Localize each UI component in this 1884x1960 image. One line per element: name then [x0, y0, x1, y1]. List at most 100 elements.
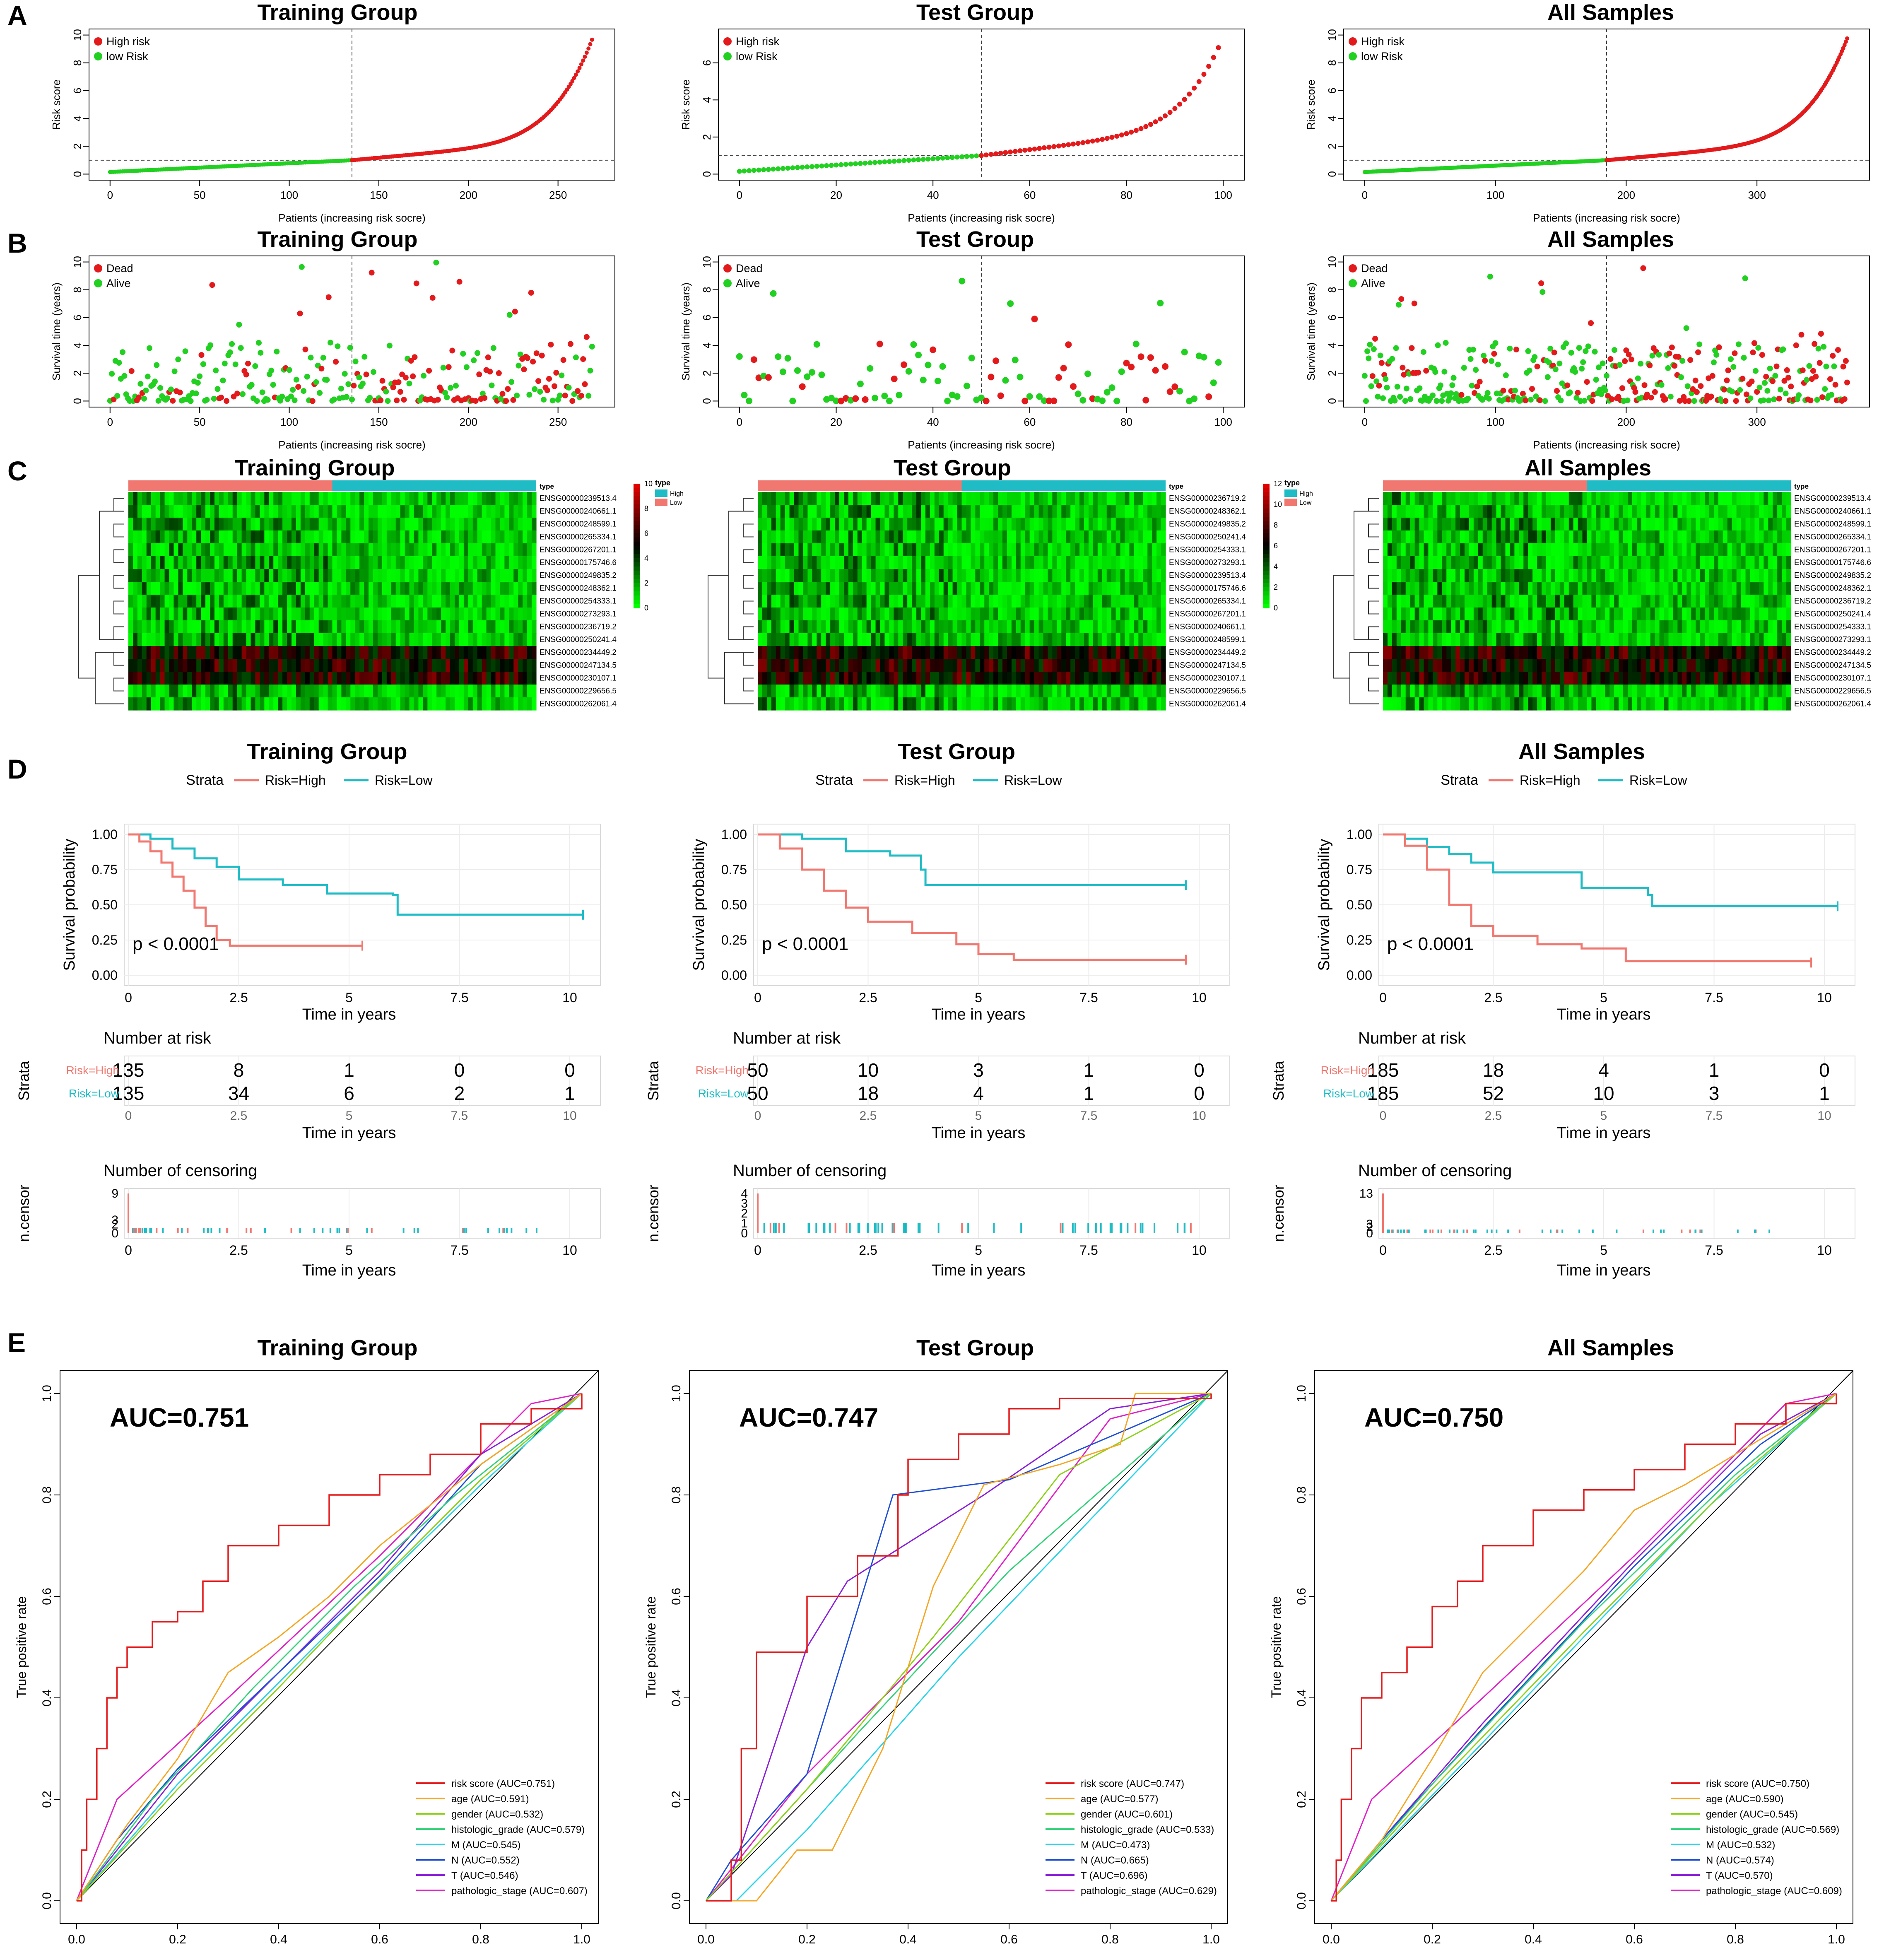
heatmap-cell	[1097, 608, 1103, 621]
heatmap-cell	[1011, 582, 1017, 595]
heatmap-cell	[427, 582, 432, 595]
heatmap-cell	[518, 608, 523, 621]
heatmap-cell	[210, 582, 215, 595]
survival-point	[1829, 392, 1835, 398]
heatmap-cell	[1505, 492, 1511, 505]
risk-score-point	[834, 162, 839, 168]
survival-point	[1841, 396, 1848, 402]
survival-point	[1743, 391, 1749, 398]
heatmap-cell	[961, 530, 967, 544]
heatmap-cell	[282, 505, 287, 518]
heatmap-cell	[128, 685, 133, 698]
heatmap-cell	[169, 608, 174, 621]
survival-point	[1628, 357, 1634, 363]
heatmap-cell	[1129, 556, 1134, 569]
heatmap-cell	[957, 633, 962, 646]
heatmap-cell	[405, 556, 410, 569]
heatmap-cell	[1437, 492, 1442, 505]
heatmap-cell	[459, 518, 464, 531]
heatmap-cell	[1052, 595, 1057, 608]
heatmap-cell	[821, 569, 826, 582]
survival-point	[1099, 397, 1106, 404]
heatmap-cell	[948, 530, 953, 544]
gene-label: ENSG00000230107.1	[1169, 674, 1246, 683]
survival-point	[1474, 383, 1480, 390]
heatmap-cell	[1609, 492, 1614, 505]
heatmap-cell	[817, 659, 822, 672]
heatmap-cell	[386, 505, 392, 518]
heatmap-cell	[128, 633, 133, 646]
heatmap-cell	[925, 608, 930, 621]
heatmap-cell	[1079, 492, 1084, 505]
survival-point	[741, 392, 748, 399]
survival-point	[1407, 396, 1414, 402]
heatmap-cell	[916, 530, 921, 544]
survival-point	[1607, 356, 1614, 362]
survival-point	[1592, 349, 1598, 355]
type-bar-high	[1383, 480, 1587, 491]
survival-point	[1698, 383, 1704, 389]
legend-type-low	[1284, 499, 1297, 506]
risk-score-point	[1845, 36, 1850, 41]
heatmap-cell	[835, 518, 840, 531]
heatmap-cell	[201, 543, 206, 557]
heatmap-cell	[400, 543, 405, 557]
survival-point	[1551, 350, 1557, 356]
heatmap-cell	[246, 582, 251, 595]
heatmap-cell	[1034, 505, 1039, 518]
gene-label: ENSG00000265334.1	[1169, 597, 1246, 606]
heatmap-cell	[807, 659, 812, 672]
heatmap-cell	[993, 530, 998, 544]
heatmap-cell	[1705, 492, 1710, 505]
survival-point	[164, 395, 171, 401]
heatmap-cell	[766, 685, 772, 698]
heatmap-cell	[260, 543, 265, 557]
heatmap-cell	[943, 543, 949, 557]
heatmap-cell	[771, 595, 776, 608]
heatmap-cell	[323, 697, 328, 711]
heatmap-cell	[287, 633, 292, 646]
heatmap-cell	[843, 569, 849, 582]
heatmap-cell	[817, 608, 822, 621]
heatmap-cell	[758, 685, 763, 698]
heatmap-cell	[260, 646, 265, 659]
heatmap-cell	[173, 543, 178, 557]
heatmap-cell	[916, 543, 921, 557]
scale-swatch	[634, 492, 640, 497]
heatmap-cell	[142, 569, 147, 582]
panelA-x-tick-label: 100	[1214, 189, 1232, 201]
heatmap-cell	[273, 556, 278, 569]
heatmap-cell	[273, 646, 278, 659]
survival-point	[1050, 397, 1058, 404]
survival-point	[1166, 388, 1173, 395]
heatmap-cell	[436, 672, 441, 685]
heatmap-cell	[164, 697, 170, 711]
heatmap-cell	[762, 633, 767, 646]
heatmap-cell	[889, 505, 894, 518]
heatmap-cell	[128, 569, 133, 582]
survival-point	[1128, 364, 1135, 371]
gene-label: ENSG00000247134.5	[540, 661, 617, 670]
heatmap-cell	[173, 505, 178, 518]
heatmap-cell	[414, 569, 419, 582]
heatmap-cell	[1460, 492, 1465, 505]
heatmap-cell	[952, 608, 958, 621]
heatmap-cell	[1084, 492, 1089, 505]
heatmap-cell	[1147, 505, 1152, 518]
heatmap-cell	[296, 530, 301, 544]
heatmap-cell	[241, 620, 247, 634]
survival-point	[1721, 386, 1727, 393]
heatmap-cell	[300, 697, 306, 711]
heatmap-cell	[287, 505, 292, 518]
heatmap-cell	[1052, 659, 1057, 672]
heatmap-cell	[1138, 685, 1143, 698]
heatmap-cell	[1097, 505, 1103, 518]
heatmap-cell	[1097, 685, 1103, 698]
heatmap-cell	[776, 530, 781, 544]
heatmap-cell	[1106, 620, 1112, 634]
heatmap-cell	[382, 685, 387, 698]
heatmap-cell	[957, 492, 962, 505]
survival-point	[548, 342, 554, 348]
heatmap-cell	[255, 659, 260, 672]
risk-score-point	[993, 151, 999, 157]
